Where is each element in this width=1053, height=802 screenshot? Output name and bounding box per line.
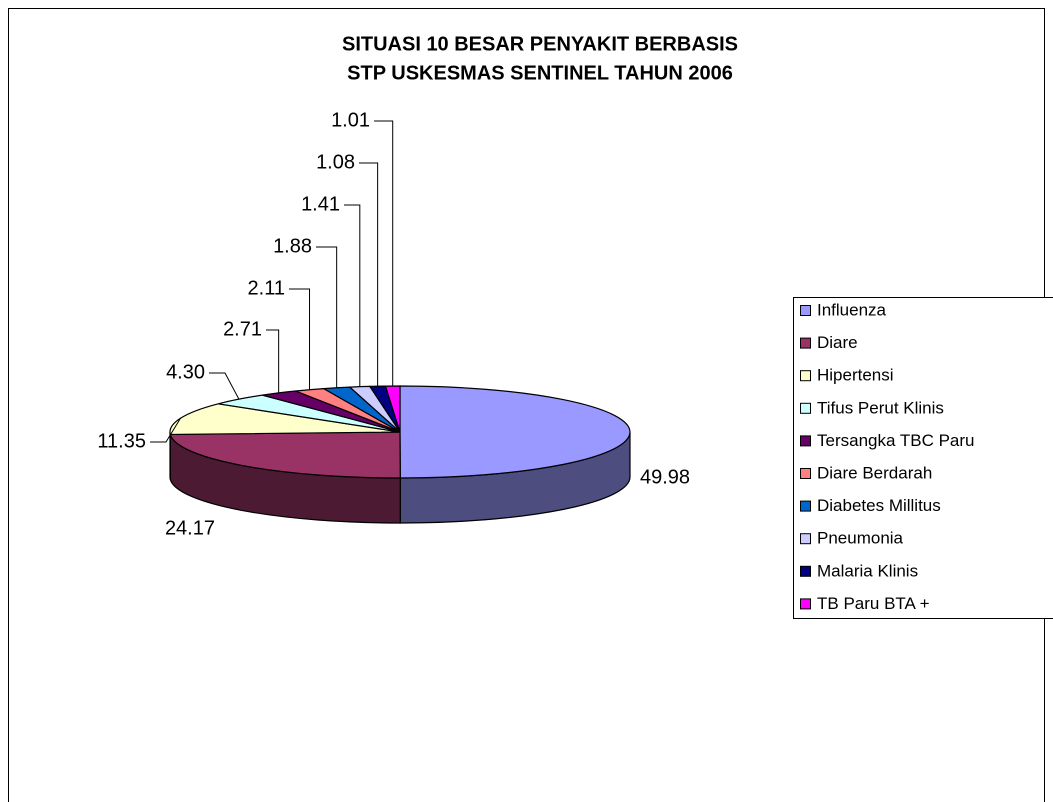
data-label: 4.30: [166, 361, 205, 383]
data-label: 1.01: [331, 109, 370, 131]
legend-swatch: [800, 435, 811, 447]
legend-label: Pneumonia: [817, 529, 904, 548]
legend-swatch: [800, 565, 811, 577]
leader-line: [359, 162, 379, 387]
legend-swatch: [800, 598, 811, 610]
slice: [384, 385, 401, 433]
leader-line: [344, 204, 361, 387]
data-label: 2.71: [223, 318, 262, 340]
legend-label: Malaria Klinis: [817, 561, 918, 580]
legend-swatch: [800, 500, 811, 512]
legend-swatch: [800, 533, 811, 545]
legend-swatch: [800, 468, 811, 479]
legend-swatch: [800, 370, 811, 382]
legend-swatch: [800, 337, 811, 349]
legend-label: Tifus Perut Klinis: [817, 398, 944, 417]
leader-line: [374, 120, 394, 387]
legend-box: [793, 297, 1053, 619]
slice: [399, 385, 631, 479]
data-label: 2.11: [248, 277, 285, 299]
data-label: 24.17: [165, 517, 215, 539]
leader-line: [150, 418, 181, 443]
legend-label: Diabetes Millitus: [817, 496, 941, 515]
legend-label: Hipertensi: [817, 366, 894, 385]
leader-line: [266, 329, 280, 393]
data-label: 1.88: [273, 235, 312, 257]
data-label: 1.08: [316, 151, 355, 173]
slice: [169, 403, 401, 436]
chart-title: STP USKESMAS SENTINEL TAHUN 2006: [347, 62, 733, 84]
chart-title: SITUASI 10 BESAR PENYAKIT BERBASIS: [342, 33, 738, 55]
legend-label: Diare: [817, 333, 858, 352]
legend-label: Diare Berdarah: [817, 463, 932, 482]
slice: [169, 431, 401, 479]
data-label: 11.35: [97, 430, 146, 452]
legend-swatch: [800, 402, 811, 414]
data-label: 49.98: [640, 466, 690, 488]
leader-line: [316, 246, 338, 388]
data-label: 1.41: [301, 193, 340, 215]
legend-swatch: [800, 305, 811, 316]
legend-label: Influenza: [817, 300, 887, 319]
leader-line: [289, 288, 311, 390]
leader-line: [209, 372, 240, 400]
legend-label: TB Paru BTA +: [817, 594, 930, 613]
legend-label: Tersangka TBC Paru: [817, 431, 974, 450]
